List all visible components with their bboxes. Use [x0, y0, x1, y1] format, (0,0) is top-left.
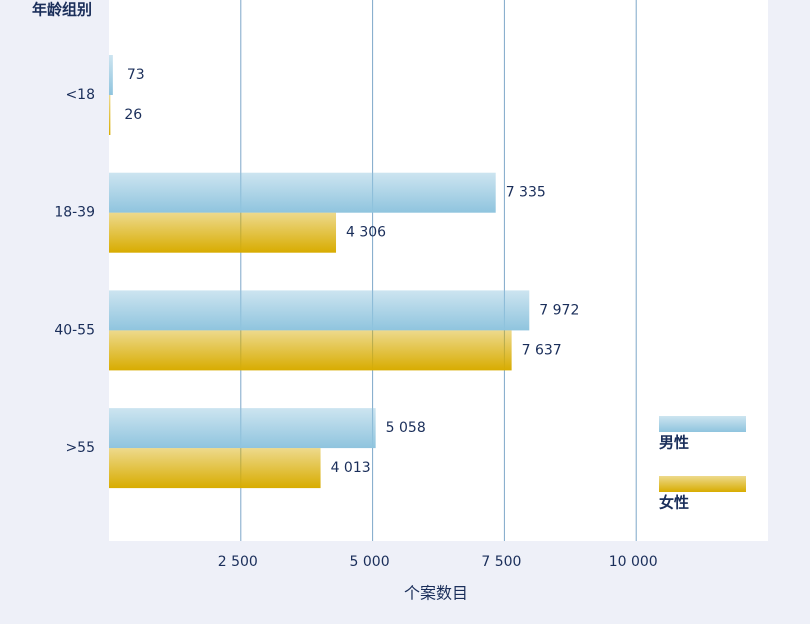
value-label: 4 013 [331, 460, 371, 476]
value-label: 26 [124, 107, 142, 123]
bar [109, 290, 530, 331]
legend-label: 男性 [659, 434, 689, 452]
x-tick-label: 10 000 [609, 554, 658, 570]
bar [109, 95, 111, 135]
value-label: 7 972 [539, 302, 579, 318]
value-label: 7 637 [522, 342, 562, 358]
legend-swatch [659, 416, 746, 432]
bar [109, 330, 512, 371]
x-tick-label: 7 500 [481, 554, 521, 570]
legend-swatch [659, 476, 746, 492]
legend-label: 女性 [659, 494, 689, 512]
bar [109, 212, 337, 253]
bar [109, 172, 496, 213]
value-label: 4 306 [346, 225, 386, 241]
x-tick-label: 2 500 [218, 554, 258, 570]
y-tick-label: 40-55 [54, 322, 95, 338]
y-axis-title: 年龄组别 [32, 1, 92, 19]
y-tick-label: >55 [65, 440, 95, 456]
bar [109, 408, 376, 449]
value-label: 7 335 [506, 185, 546, 201]
y-tick-label: 18-39 [54, 205, 95, 221]
x-tick-label: 5 000 [350, 554, 390, 570]
value-label: 73 [127, 67, 145, 83]
bar [109, 448, 321, 489]
bar [109, 55, 113, 95]
y-tick-label: <18 [65, 87, 95, 103]
x-axis-title: 个案数目 [404, 584, 468, 603]
value-label: 5 058 [386, 420, 426, 436]
